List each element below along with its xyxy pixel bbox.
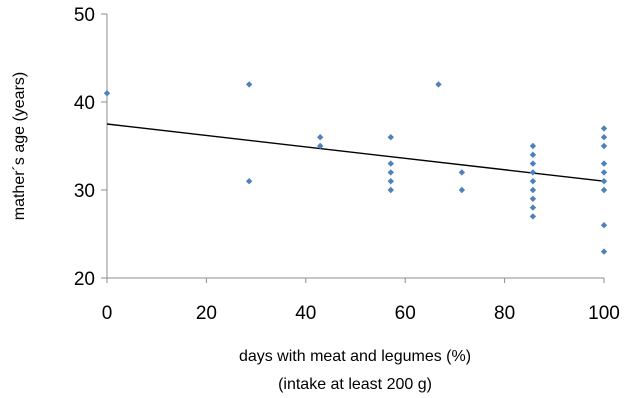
data-point <box>529 142 537 150</box>
data-point <box>387 178 394 185</box>
data-point <box>529 186 537 194</box>
data-point <box>600 186 608 194</box>
data-point <box>600 142 608 150</box>
y-tick-label: 50 <box>74 5 95 26</box>
data-point <box>529 151 537 158</box>
x-tick-label: 100 <box>588 303 620 324</box>
y-tick-label: 40 <box>74 93 95 114</box>
data-point <box>600 169 608 176</box>
data-point <box>600 248 608 255</box>
data-points <box>103 81 608 255</box>
data-point <box>529 178 537 185</box>
y-axis-title: mather´s age (years) <box>11 72 28 221</box>
data-point <box>600 178 608 185</box>
x-axis-title-line2: (intake at least 200 g) <box>278 376 432 393</box>
data-point <box>529 169 537 176</box>
x-tick-label: 0 <box>102 303 113 324</box>
axes <box>101 13 605 283</box>
y-tick-label: 30 <box>74 181 95 202</box>
data-point <box>245 178 253 185</box>
data-point <box>529 204 537 211</box>
x-tick-labels: 0 20 40 60 80 100 <box>102 303 620 324</box>
x-tick-label: 20 <box>196 303 217 324</box>
x-tick-label: 60 <box>395 303 416 324</box>
y-tick-labels: 20 30 40 50 <box>74 5 95 290</box>
data-point <box>387 134 394 141</box>
data-point <box>103 90 111 97</box>
data-point <box>529 160 537 167</box>
trendline-group <box>106 123 605 182</box>
data-point <box>387 186 394 194</box>
data-point <box>435 81 442 88</box>
data-point <box>317 134 324 141</box>
trendline <box>106 123 605 182</box>
data-point <box>245 81 253 88</box>
data-point <box>387 160 394 167</box>
data-point <box>529 213 537 220</box>
data-point <box>458 169 466 176</box>
x-tick-label: 40 <box>295 303 316 324</box>
x-tick-label: 80 <box>494 303 515 324</box>
data-point <box>600 134 608 141</box>
data-point <box>600 222 608 229</box>
x-axis-title-line1: days with meat and legumes (%) <box>239 348 471 365</box>
data-point <box>458 186 466 194</box>
data-point <box>600 125 608 132</box>
y-tick-label: 20 <box>74 269 95 290</box>
data-point <box>529 195 537 202</box>
data-point <box>317 142 324 150</box>
data-point <box>600 160 608 167</box>
data-point <box>387 169 394 176</box>
